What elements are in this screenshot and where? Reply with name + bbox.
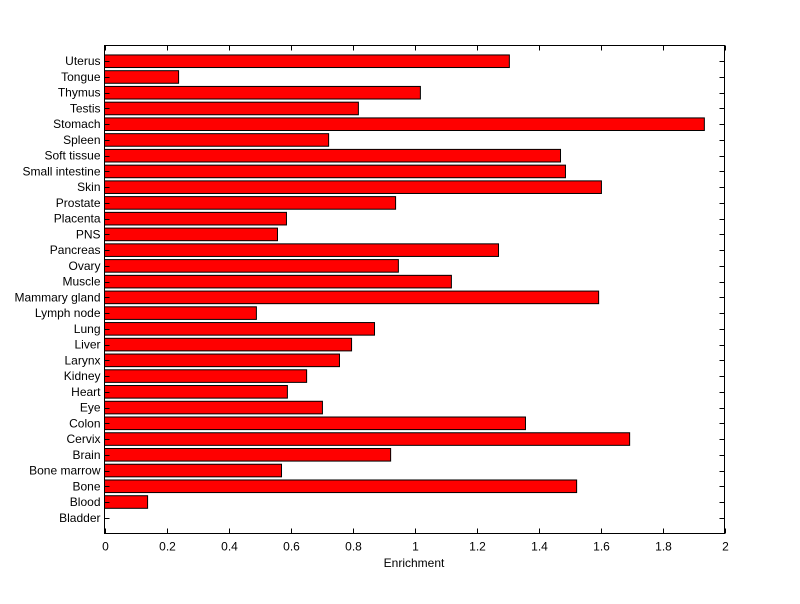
bar-tongue — [104, 70, 180, 84]
y-tick-label: Placenta — [54, 212, 101, 226]
y-tick-label: Mammary gland — [14, 290, 100, 304]
bar-lymph-node — [104, 306, 257, 320]
bar-bone-marrow — [104, 463, 283, 478]
x-tick-label: 1.4 — [531, 540, 548, 554]
y-tick-label: Stomach — [53, 117, 100, 131]
x-tick-label: 0.6 — [283, 540, 300, 554]
y-tick-label: Cervix — [66, 432, 100, 446]
bar-pns — [104, 227, 278, 242]
y-tick-label: Spleen — [63, 133, 100, 147]
x-tick-label: 0 — [102, 540, 109, 554]
bar-pancreas — [104, 243, 500, 257]
x-tick-label: 1.2 — [469, 540, 486, 554]
bar-liver — [104, 337, 353, 352]
bar-skin — [104, 180, 602, 194]
bar-thymus — [104, 85, 421, 100]
y-tick-label: Heart — [71, 385, 101, 399]
y-tick-label: Skin — [77, 180, 100, 194]
y-tick-label: Bone marrow — [29, 464, 101, 478]
bar-mammary-gland — [104, 290, 600, 305]
x-tick-label: 1 — [412, 540, 419, 554]
x-tick-label: 0.8 — [345, 540, 362, 554]
bar-colon — [104, 416, 526, 431]
y-tick-label: Lymph node — [35, 306, 101, 320]
bar-prostate — [104, 196, 397, 210]
bar-ovary — [104, 259, 399, 273]
y-tick-label: Thymus — [58, 86, 101, 100]
y-tick-label: Tongue — [61, 70, 101, 84]
y-tick-label: Liver — [74, 338, 100, 352]
x-tick-label: 0.2 — [159, 540, 176, 554]
y-tick-label: Brain — [72, 448, 100, 462]
bar-soft-tissue — [104, 148, 562, 163]
bar-larynx — [104, 353, 340, 368]
bar-brain — [104, 447, 392, 462]
bar-kidney — [104, 369, 308, 383]
bar-eye — [104, 400, 323, 415]
y-tick-label: Bone — [72, 479, 100, 493]
x-tick-label: 1.8 — [655, 540, 672, 554]
y-tick-label: Bladder — [59, 511, 100, 525]
bar-bone — [104, 479, 578, 494]
bar-heart — [104, 385, 288, 399]
x-tick-label: 1.6 — [593, 540, 610, 554]
y-tick-label: Small intestine — [22, 164, 100, 178]
x-tick-label: 0.4 — [221, 540, 238, 554]
bar-lung — [104, 322, 376, 336]
y-tick-label: Colon — [69, 416, 100, 430]
bar-blood — [104, 495, 149, 509]
bar-uterus — [104, 54, 510, 69]
plot-area-frame — [104, 45, 725, 534]
y-tick-label: PNS — [76, 227, 101, 241]
bar-muscle — [104, 274, 452, 289]
bar-cervix — [104, 432, 631, 446]
y-tick-label: Ovary — [68, 259, 100, 273]
x-axis-label: Enrichment — [384, 556, 445, 570]
y-tick-label: Soft tissue — [44, 149, 100, 163]
x-tick-label: 2 — [722, 540, 729, 554]
y-tick-label: Lung — [74, 322, 101, 336]
y-tick-label: Testis — [70, 101, 101, 115]
bar-spleen — [104, 133, 330, 147]
y-tick-label: Muscle — [62, 275, 100, 289]
y-tick-label: Pancreas — [50, 243, 101, 257]
bar-testis — [104, 101, 359, 116]
y-tick-label: Uterus — [65, 54, 100, 68]
y-tick-label: Larynx — [64, 353, 100, 367]
bar-small-intestine — [104, 164, 566, 179]
y-tick-label: Prostate — [56, 196, 101, 210]
y-tick-label: Kidney — [64, 369, 101, 383]
y-tick-label: Eye — [80, 401, 101, 415]
bar-stomach — [104, 117, 705, 132]
y-tick-label: Blood — [70, 495, 101, 509]
bar-placenta — [104, 211, 287, 226]
